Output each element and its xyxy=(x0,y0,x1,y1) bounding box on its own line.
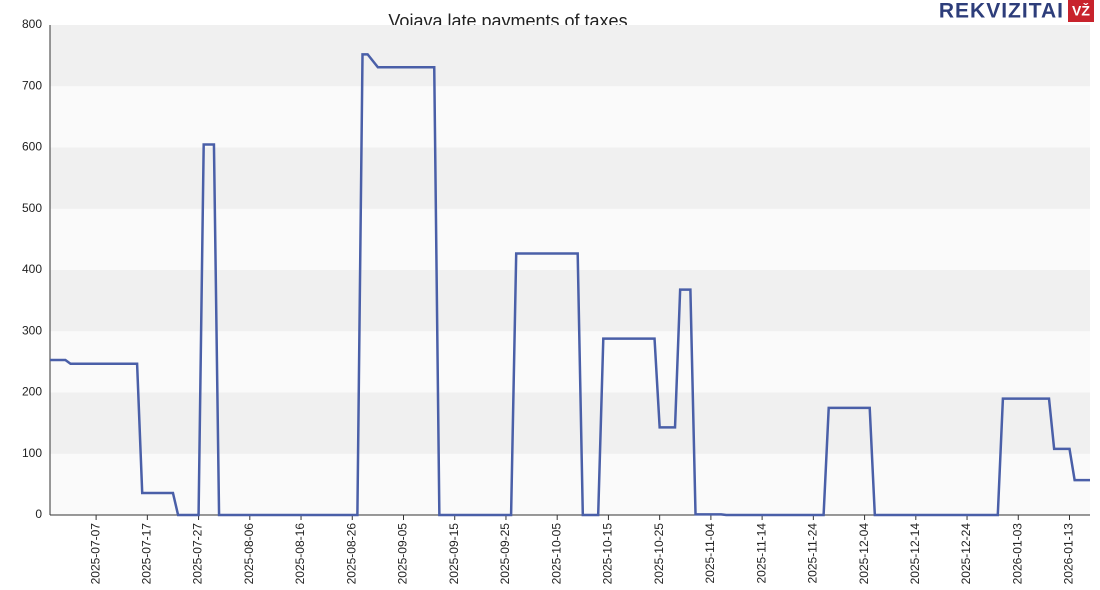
grid-band xyxy=(50,453,1090,515)
grid-band xyxy=(50,86,1090,148)
x-tick-label: 2025-08-06 xyxy=(242,523,256,585)
grid-band xyxy=(50,270,1090,332)
x-tick-label: 2025-12-24 xyxy=(959,523,973,585)
logo-text: REKVIZITAI xyxy=(939,0,1064,23)
x-tick-label: 2025-11-24 xyxy=(806,523,820,584)
x-tick-label: 2025-09-25 xyxy=(498,523,512,585)
y-tick-label: 100 xyxy=(22,446,42,460)
x-tick-label: 2026-01-03 xyxy=(1010,523,1024,585)
y-tick-label: 300 xyxy=(22,323,42,337)
y-tick-label: 700 xyxy=(22,78,42,92)
x-tick-label: 2026-01-13 xyxy=(1062,523,1076,585)
grid-band xyxy=(50,147,1090,209)
x-tick-label: 2025-12-04 xyxy=(857,523,871,585)
x-tick-label: 2025-08-16 xyxy=(293,523,307,585)
x-tick-label: 2025-10-15 xyxy=(601,523,615,585)
x-tick-label: 2025-10-25 xyxy=(652,523,666,585)
grid-band xyxy=(50,392,1090,454)
x-tick-label: 2025-08-26 xyxy=(344,523,358,585)
x-tick-label: 2025-10-05 xyxy=(549,523,563,585)
grid-band xyxy=(50,208,1090,270)
x-tick-label: 2025-07-07 xyxy=(88,523,102,585)
x-tick-label: 2025-09-15 xyxy=(447,523,461,585)
x-tick-label: 2025-12-14 xyxy=(908,523,922,585)
y-tick-label: 0 xyxy=(35,507,42,521)
y-tick-label: 200 xyxy=(22,385,42,399)
logo-badge-bg xyxy=(1068,0,1094,22)
data-line xyxy=(50,53,1090,517)
x-tick-label: 2025-11-14 xyxy=(754,523,768,584)
logo-badge: VŽ xyxy=(1072,2,1090,19)
grid-band xyxy=(50,331,1090,393)
plot-background xyxy=(50,25,1090,515)
x-tick-label: 2025-07-27 xyxy=(191,523,205,585)
grid-band xyxy=(50,25,1090,87)
y-tick-label: 600 xyxy=(22,140,42,154)
x-tick-label: 2025-11-04 xyxy=(703,523,717,584)
y-tick-label: 800 xyxy=(22,17,42,31)
x-tick-label: 2025-09-05 xyxy=(396,523,410,585)
x-tick-label: 2025-07-17 xyxy=(140,523,154,585)
y-tick-label: 400 xyxy=(22,262,42,276)
y-tick-label: 500 xyxy=(22,201,42,215)
